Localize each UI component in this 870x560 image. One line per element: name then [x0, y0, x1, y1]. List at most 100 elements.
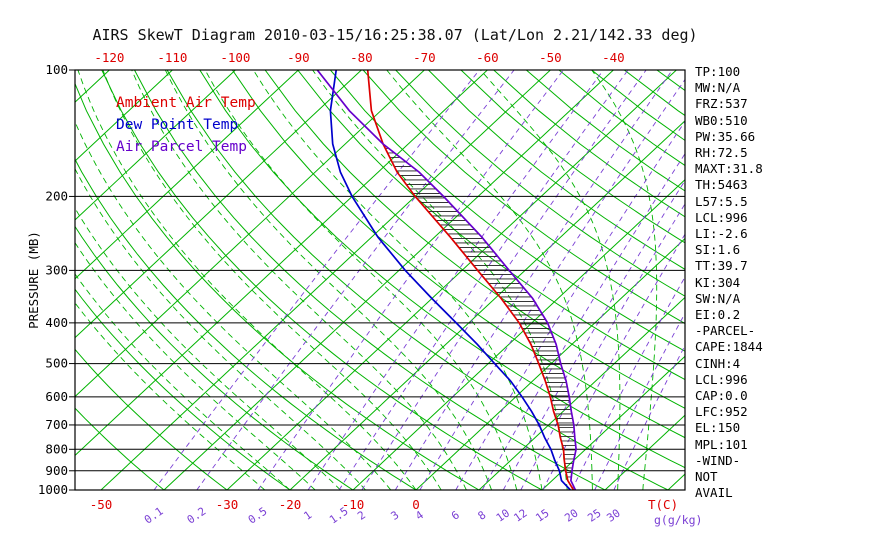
pressure-tick-label: 900: [45, 463, 68, 478]
moist-adiabat-line: [102, 70, 442, 490]
mixing-ratio-line: [542, 233, 685, 490]
mixing-ratio-line: [520, 203, 685, 490]
mixing-ratio-line: [361, 70, 647, 490]
mixing-ratio-label: 10: [494, 506, 512, 524]
stat-line: LCL:996: [695, 209, 748, 225]
dry-adiabat-line: [362, 70, 685, 325]
moist-adiabat-line: [77, 70, 417, 490]
isotherm-line: [75, 70, 425, 398]
dry-adiabat-line: [75, 407, 165, 490]
stat-line: WB0:510: [695, 112, 748, 128]
isotherm-line: [541, 355, 685, 490]
bottom-temp-label: -20: [279, 497, 302, 512]
moist-adiabat-line: [204, 70, 518, 490]
legend-ambient: Ambient Air Temp: [116, 95, 256, 111]
stat-line: LI:-2.6: [695, 226, 748, 242]
dry-adiabat-line: [101, 70, 543, 490]
temp-unit-label: T(C): [648, 497, 678, 512]
mixing-ratio-line: [153, 70, 480, 490]
temp-curve: [366, 70, 575, 490]
moist-adiabat-line: [75, 207, 341, 490]
isotherm-line: [478, 296, 685, 490]
top-temp-label: -90: [287, 50, 310, 65]
mixing-ratio-label: 0.5: [246, 505, 270, 527]
dry-adiabat-line: [166, 70, 669, 490]
stats-panel: TP:100 MW:N/A FRZ:537 WB0:510 PW:35.66 RH:72.…: [695, 64, 763, 501]
dry-adiabat-line: [134, 70, 606, 490]
dry-adiabat-line: [656, 70, 685, 92]
mixing-ratio-label: 15: [533, 506, 551, 524]
mixing-ratio-label: 2: [355, 508, 368, 522]
top-temp-label: -80: [350, 50, 373, 65]
moist-adiabat-line: [75, 273, 291, 490]
mixing-ratio-line: [613, 344, 685, 490]
stat-line: MPL:101: [695, 436, 748, 452]
dry-adiabat-line: [199, 70, 685, 469]
pressure-axis-label: PRESSURE (MB): [26, 231, 41, 329]
plot-lines: [75, 70, 685, 490]
mixing-ratio-line: [394, 70, 673, 490]
stat-line: EL:150: [695, 420, 741, 436]
mixing-ratio-line: [419, 78, 685, 490]
isotherm-line: [75, 70, 173, 162]
moist-adiabat-line: [75, 302, 266, 490]
stat-line: FRZ:537: [695, 96, 748, 112]
isotherm-line: [75, 70, 299, 280]
stat-line: CAP:0.0: [695, 388, 748, 404]
moist-adiabat-line: [480, 70, 621, 490]
mixing-ratio-label: 20: [562, 506, 580, 524]
pressure-tick-label: 300: [45, 262, 68, 277]
bottom-temp-label: -10: [342, 497, 365, 512]
stat-line: NOT: [695, 469, 718, 485]
mixing-ratio-label: 3: [389, 508, 402, 522]
dry-adiabat-line: [75, 288, 291, 490]
legend-dewpoint: Dew Point Temp: [116, 117, 239, 133]
stat-line: TT:39.7: [695, 258, 748, 274]
moist-adiabat-line: [75, 241, 316, 490]
dry-adiabat-line: [297, 70, 685, 381]
pressure-tick-label: 500: [45, 356, 68, 371]
dry-adiabat-line: [460, 70, 685, 244]
dry-adiabat-line: [395, 70, 685, 297]
dry-adiabat-line: [330, 70, 685, 352]
mixing-ratio-label: 4: [413, 508, 426, 523]
isotherm-line: [75, 70, 362, 339]
top-temp-label: -120: [94, 50, 124, 65]
moist-adiabat-line: [75, 120, 392, 490]
mixing-ratio-line: [455, 120, 685, 490]
isotherm-line: [352, 179, 685, 490]
stat-line: L57:5.5: [695, 193, 748, 209]
top-temp-label: -100: [220, 50, 250, 65]
pressure-tick-label: 400: [45, 315, 68, 330]
mixing-ratio-label: 25: [585, 506, 603, 524]
mixing-ratio-label: 8: [475, 508, 488, 522]
moist-adiabat-line: [164, 70, 493, 490]
stat-line: -WIND-: [695, 452, 741, 468]
mixing-ratio-label: 6: [449, 508, 462, 522]
axis-labels: -120 -110 -100 -90 -80 -70 -60 -50 -401002003004…: [26, 50, 702, 527]
bottom-temp-label: -50: [90, 497, 113, 512]
bottom-temp-label: 0: [412, 497, 420, 512]
isotherm-line: [75, 70, 488, 457]
dewpoint-curve: [329, 70, 572, 490]
pressure-tick-label: 1000: [38, 482, 68, 497]
legend-parcel: Air Parcel Temp: [116, 139, 247, 155]
mixing-ratio-label: 1: [301, 508, 314, 522]
stat-line: MW:N/A: [695, 80, 741, 96]
stat-line: KI:304: [695, 274, 741, 290]
pressure-tick-label: 600: [45, 389, 68, 404]
stat-line: MAXT:31.8: [695, 161, 763, 177]
dry-adiabat-line: [428, 70, 685, 270]
stat-line: TP:100: [695, 64, 741, 79]
stat-line: CINH:4: [695, 355, 741, 371]
isotherm-line: [289, 120, 685, 490]
stat-line: AVAIL: [695, 485, 733, 501]
top-temp-label: -110: [157, 50, 187, 65]
stat-line: PW:35.66: [695, 128, 756, 144]
plot-frame: [74, 69, 686, 491]
pressure-tick-label: 800: [45, 441, 68, 456]
stat-line: -PARCEL-: [695, 323, 756, 339]
stat-line: EI:0.2: [695, 307, 741, 323]
